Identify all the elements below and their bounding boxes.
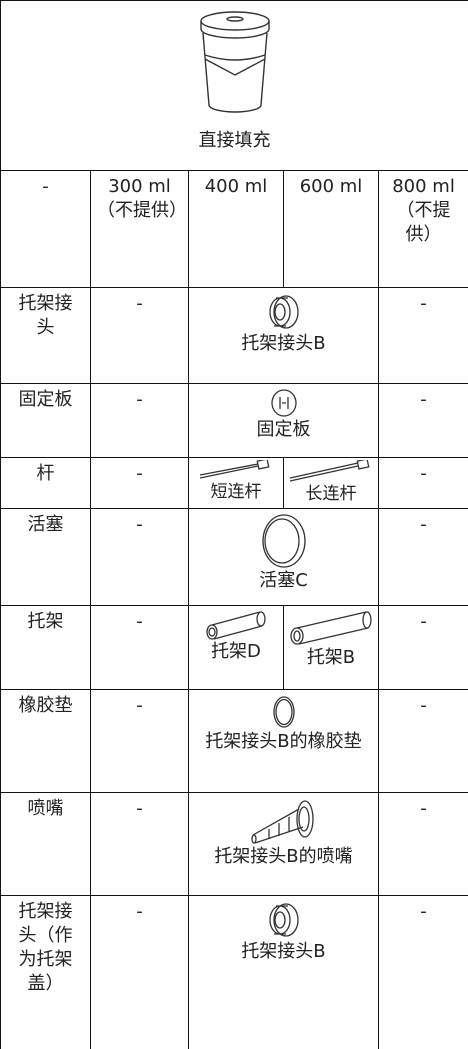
cell: - xyxy=(91,458,189,509)
caption: 直接填充 xyxy=(7,129,462,153)
cell: - xyxy=(91,384,189,458)
row: 活塞 - 活塞C - xyxy=(1,509,468,606)
cell: - xyxy=(379,690,468,793)
item-cell: 托架B xyxy=(284,606,379,690)
cell: - xyxy=(379,606,468,690)
row-label: 喷嘴 xyxy=(1,793,91,896)
nut-icon xyxy=(264,292,304,332)
tube-icon xyxy=(204,610,268,640)
item-cell: 托架接头B xyxy=(189,288,379,384)
item-cell: 托架D xyxy=(189,606,284,690)
item-label: 固定板 xyxy=(195,418,372,442)
item-label: 活塞C xyxy=(195,569,372,593)
cell: - xyxy=(379,458,468,509)
row-label: 托架接头（作为托架盖） xyxy=(1,896,91,1049)
cell: - xyxy=(379,509,468,606)
row: 托架接头（作为托架盖） - 托架接头B - xyxy=(1,896,468,1049)
cell: - xyxy=(379,896,468,1049)
row: 托架接头 - 托架接头B - xyxy=(1,288,468,384)
row: 橡胶垫 - 托架接头B的橡胶垫 - xyxy=(1,690,468,793)
cell: - xyxy=(379,288,468,384)
row: 喷嘴 - 托架接头B的喷嘴 - xyxy=(1,793,468,896)
plate-icon xyxy=(269,388,299,418)
item-cell: 托架接头B的橡胶垫 xyxy=(189,690,379,793)
item-label: 托架B xyxy=(286,646,376,670)
column-header: 800 ml（不提供） xyxy=(379,171,468,288)
cell: - xyxy=(91,793,189,896)
item-cell: 固定板 xyxy=(189,384,379,458)
row-label: 杆 xyxy=(1,458,91,509)
item-cell: 短连杆 xyxy=(189,458,284,509)
item-cell: 托架接头B xyxy=(189,896,379,1049)
item-label: 托架接头B xyxy=(195,332,372,356)
column-header: 600 ml xyxy=(284,171,379,288)
item-label: 托架接头B的喷嘴 xyxy=(195,845,372,869)
row: 固定板 - 固定板 - xyxy=(1,384,468,458)
item-cell: 长连杆 xyxy=(284,458,379,509)
cell: - xyxy=(91,606,189,690)
item-label: 托架接头B的橡胶垫 xyxy=(195,730,372,754)
o-ring-icon xyxy=(271,694,297,730)
cell: - xyxy=(91,509,189,606)
item-label: 短连杆 xyxy=(191,480,281,504)
rod-icon xyxy=(196,460,276,480)
row-label: 托架接头 xyxy=(1,288,91,384)
rod-icon xyxy=(288,460,374,482)
cell: - xyxy=(91,288,189,384)
item-cell: 托架接头B的喷嘴 xyxy=(189,793,379,896)
piston-icon xyxy=(261,513,307,569)
header-row: 直接填充 xyxy=(1,1,468,171)
cell: - xyxy=(379,384,468,458)
row-label: 橡胶垫 xyxy=(1,690,91,793)
row-label: 活塞 xyxy=(1,509,91,606)
item-label: 长连杆 xyxy=(286,482,376,506)
bucket-icon xyxy=(195,9,275,119)
nozzle-icon xyxy=(249,797,319,845)
row-label: 固定板 xyxy=(1,384,91,458)
item-cell: 活塞C xyxy=(189,509,379,606)
cell: - xyxy=(91,896,189,1049)
item-label: 托架D xyxy=(191,640,281,664)
column-row: - 300 ml（不提供） 400 ml 600 ml 800 ml（不提供） xyxy=(1,171,468,288)
column-header: - xyxy=(1,171,91,288)
row-label: 托架 xyxy=(1,606,91,690)
cell: - xyxy=(379,793,468,896)
header-cell: 直接填充 xyxy=(1,1,468,171)
column-header: 400 ml xyxy=(189,171,284,288)
row: 托架 - 托架D 托架B - xyxy=(1,606,468,690)
cell: - xyxy=(91,690,189,793)
item-label: 托架接头B xyxy=(195,940,372,964)
nut-icon xyxy=(264,900,304,940)
row: 杆 - 短连杆 长连杆 - xyxy=(1,458,468,509)
tube-icon xyxy=(288,610,374,646)
column-header: 300 ml（不提供） xyxy=(91,171,189,288)
